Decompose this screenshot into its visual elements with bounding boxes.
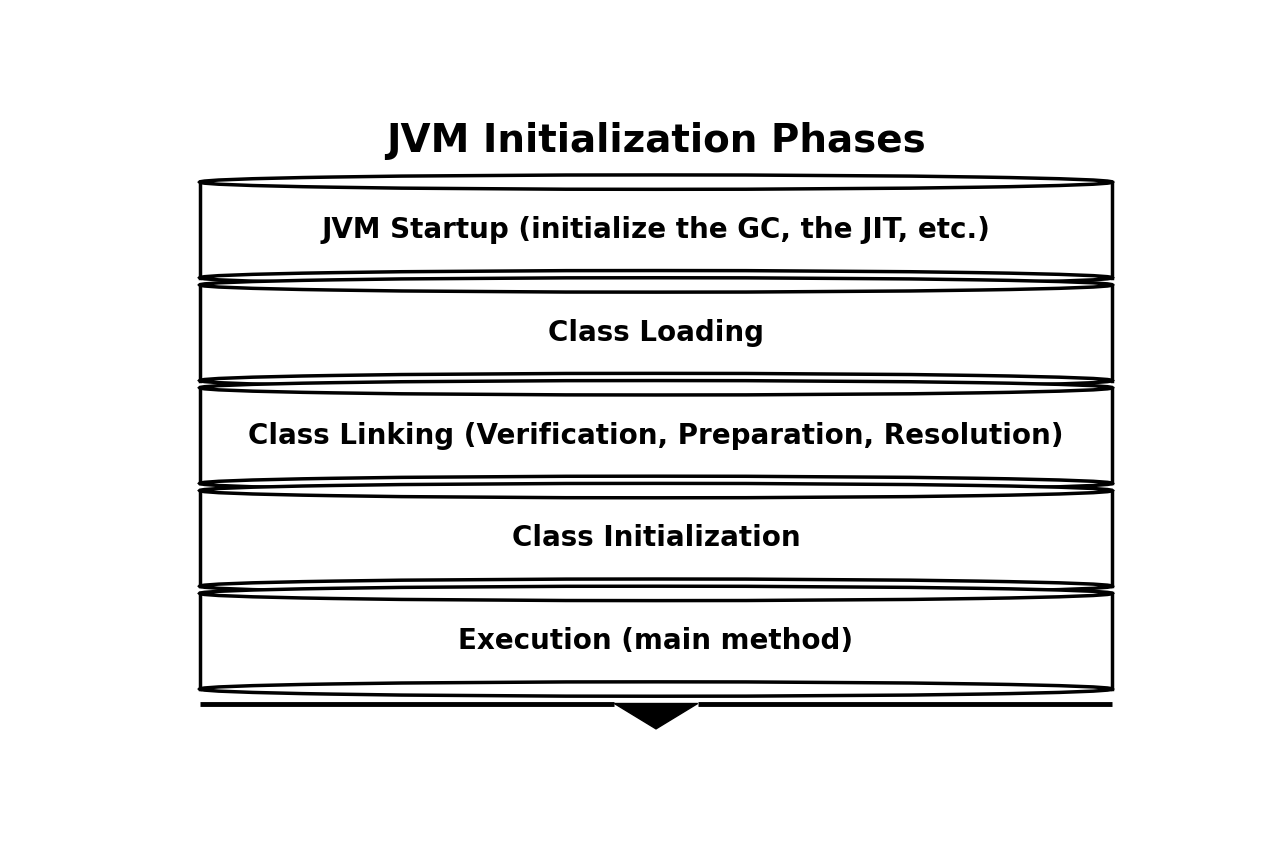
Text: JVM Initialization Phases: JVM Initialization Phases [387, 122, 925, 160]
Bar [200, 593, 1112, 689]
Text: Execution (main method): Execution (main method) [458, 627, 854, 655]
FancyBboxPatch shape [200, 285, 1112, 381]
Text: JVM Startup (initialize the GC, the JIT, etc.): JVM Startup (initialize the GC, the JIT,… [321, 216, 991, 244]
FancyBboxPatch shape [200, 490, 1112, 586]
FancyBboxPatch shape [200, 182, 1112, 277]
Ellipse shape [200, 586, 1112, 601]
Ellipse shape [200, 381, 1112, 395]
Ellipse shape [200, 373, 1112, 388]
Bar [200, 490, 1112, 586]
Ellipse shape [200, 175, 1112, 189]
Ellipse shape [200, 277, 1112, 292]
Ellipse shape [200, 270, 1112, 285]
FancyBboxPatch shape [200, 593, 1112, 689]
Polygon shape [614, 704, 698, 729]
Ellipse shape [200, 579, 1112, 593]
Text: Class Loading: Class Loading [548, 318, 764, 347]
FancyBboxPatch shape [200, 388, 1112, 484]
Text: Class Initialization: Class Initialization [512, 525, 800, 552]
Text: Class Linking (Verification, Preparation, Resolution): Class Linking (Verification, Preparation… [248, 421, 1064, 449]
Ellipse shape [200, 476, 1112, 490]
Bar [200, 285, 1112, 381]
Bar [200, 182, 1112, 277]
Ellipse shape [200, 484, 1112, 498]
Bar [200, 388, 1112, 484]
Ellipse shape [200, 682, 1112, 696]
